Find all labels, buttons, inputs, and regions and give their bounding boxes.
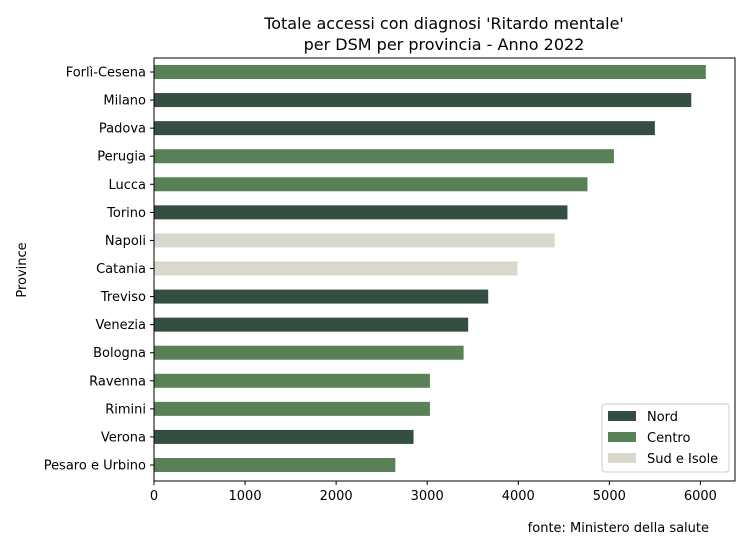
source-note: fonte: Ministero della salute <box>528 521 709 536</box>
category-label: Perugia <box>97 150 146 165</box>
bar <box>154 345 464 360</box>
bars-group <box>154 65 706 472</box>
category-label: Padova <box>99 122 146 137</box>
bar <box>154 458 396 472</box>
x-tick-label: 6000 <box>684 489 717 504</box>
legend-label: Centro <box>647 431 690 446</box>
category-label: Treviso <box>100 290 146 305</box>
bar <box>154 205 568 220</box>
category-label: Torino <box>106 206 146 221</box>
category-label: Ravenna <box>89 374 146 389</box>
bar <box>154 149 614 164</box>
category-label: Catania <box>96 262 146 277</box>
category-labels: Forlì-Cesena Milano Padova Perugia Lucca Tori… <box>44 66 154 474</box>
category-label: Lucca <box>108 178 146 193</box>
x-tick-label: 0 <box>150 489 158 504</box>
bar <box>154 261 518 276</box>
bar <box>154 429 414 444</box>
category-label: Forlì-Cesena <box>66 66 146 81</box>
legend-label: Sud e Isole <box>647 452 718 467</box>
x-tick-label: 4000 <box>502 489 535 504</box>
category-label: Pesaro e Urbino <box>44 459 146 474</box>
plot-frame <box>153 57 736 482</box>
legend-swatch <box>608 411 636 421</box>
x-tick-label: 1000 <box>229 489 262 504</box>
legend-swatch <box>608 432 636 442</box>
bar <box>154 233 555 248</box>
category-label: Venezia <box>95 318 146 333</box>
chart-title-line1: Totale accessi con diagnosi 'Ritardo men… <box>263 14 624 33</box>
legend: Nord Centro Sud e Isole <box>601 403 730 473</box>
bar <box>154 121 655 136</box>
category-label: Rimini <box>105 402 146 417</box>
x-tick-label: 3000 <box>411 489 444 504</box>
bar <box>154 65 706 79</box>
legend-label: Nord <box>647 410 678 425</box>
bar <box>154 401 430 416</box>
bar <box>154 289 489 304</box>
bar <box>154 317 469 332</box>
bar <box>154 373 430 388</box>
y-axis-label: Province <box>15 242 30 297</box>
category-label: Bologna <box>93 346 146 361</box>
chart-title-line2: per DSM per provincia - Anno 2022 <box>304 35 585 54</box>
x-tick-label: 5000 <box>593 489 626 504</box>
legend-swatch <box>608 453 636 463</box>
category-label: Milano <box>103 94 146 109</box>
category-label: Verona <box>101 430 146 445</box>
category-label: Napoli <box>105 234 146 249</box>
bar <box>154 177 588 192</box>
x-tick-label: 2000 <box>320 489 353 504</box>
x-axis-ticks: 0 1000 2000 3000 4000 5000 6000 <box>150 481 717 504</box>
bar <box>154 93 692 108</box>
